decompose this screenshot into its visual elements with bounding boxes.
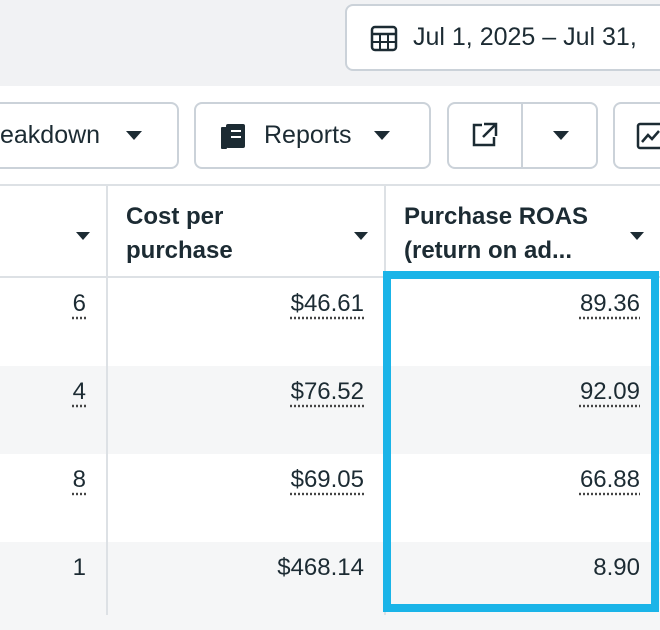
table-cell: $468.14	[108, 554, 364, 582]
cell-value: 4	[72, 378, 86, 405]
table-cell: $69.05	[108, 466, 364, 494]
caret	[373, 131, 390, 140]
table-cell: 89.36	[386, 290, 640, 318]
cell-value: 8	[72, 466, 86, 493]
caret	[553, 131, 569, 140]
page: Jul 1, 2025 – Jul 31, eakdown Reports 6 $…	[0, 0, 660, 615]
reports-icon	[221, 123, 245, 149]
chart-button[interactable]	[613, 102, 660, 169]
table-cell: 4	[0, 378, 86, 406]
cell-value: $69.05	[290, 466, 364, 493]
cell-value: $46.61	[290, 290, 364, 317]
table-cell: $46.61	[108, 290, 364, 318]
sort-caret	[76, 232, 90, 240]
sort-caret	[354, 232, 368, 240]
reports-button[interactable]: Reports	[194, 102, 431, 169]
header-cell[interactable]: Cost per purchase	[108, 198, 384, 268]
table-row	[0, 454, 660, 542]
table-cell: 8.90	[386, 554, 640, 582]
table-cell: 92.09	[386, 378, 640, 406]
export-icon	[472, 104, 523, 167]
header-text: Cost per purchase	[126, 203, 233, 264]
header-text: Purchase ROAS (return on ad...	[404, 203, 589, 264]
table-top-border	[0, 184, 660, 186]
cell-value: $76.52	[290, 378, 364, 405]
header-cell[interactable]	[0, 198, 106, 268]
cell-value: $468.14	[277, 554, 364, 581]
date-range: Jul 1, 2025 – Jul 31,	[413, 23, 637, 51]
table-cell: 6	[0, 290, 86, 318]
cell-value: 66.88	[579, 466, 640, 493]
header-border	[0, 276, 660, 278]
date-picker[interactable]: Jul 1, 2025 – Jul 31,	[345, 4, 660, 71]
table-cell: 1	[0, 554, 86, 582]
table-cell: 66.88	[386, 466, 640, 494]
breakdown-label: eakdown	[0, 121, 101, 149]
cell-value: 1	[72, 554, 86, 581]
chart-icon	[636, 122, 660, 149]
header-cell[interactable]: Purchase ROAS (return on ad...	[386, 198, 660, 268]
calendar-icon	[370, 25, 398, 51]
highlight-box	[383, 271, 659, 612]
export-button[interactable]	[447, 102, 598, 169]
cell-value: 89.36	[579, 290, 640, 317]
table-row	[0, 278, 660, 366]
column-divider	[106, 185, 108, 615]
cell-value: 92.09	[579, 378, 640, 405]
breakdown-button[interactable]: eakdown	[0, 102, 179, 169]
table-row	[0, 366, 660, 454]
cell-value: 6	[72, 290, 86, 317]
reports-label: Reports	[264, 121, 352, 149]
cell-value: 8.90	[593, 554, 640, 581]
sort-caret	[630, 232, 644, 240]
table-cell: $76.52	[108, 378, 364, 406]
table-cell: 8	[0, 466, 86, 494]
caret	[126, 131, 143, 140]
